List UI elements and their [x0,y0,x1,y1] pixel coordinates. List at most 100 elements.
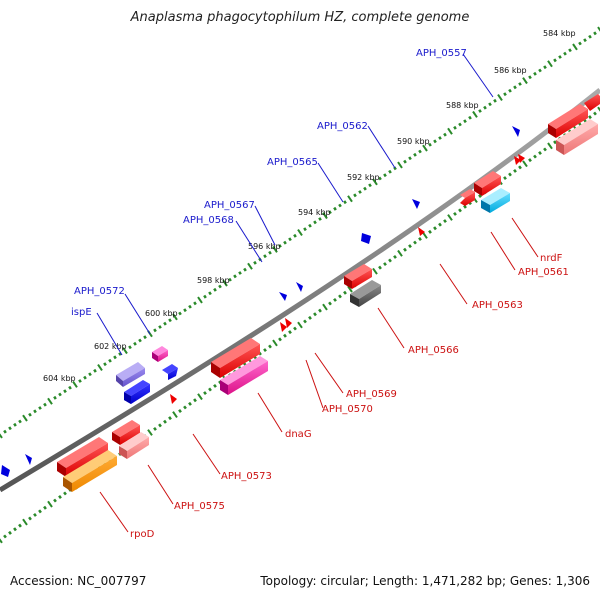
scale-tick [588,34,592,39]
gene-marker[interactable] [25,454,32,465]
scale-tick [508,88,512,93]
gene-block-small-magenta[interactable] [152,346,168,362]
scale-tick [333,297,337,302]
gene-marker[interactable] [518,154,525,163]
gene-label[interactable]: APH_0563 [472,300,523,311]
gene-marker[interactable] [514,156,521,165]
scale-tick [447,127,453,135]
scale-tick [293,326,297,331]
scale-tick [403,247,407,252]
scale-tick [138,338,142,343]
gene-block-right-red-2[interactable] [584,94,600,111]
scale-tick [188,304,192,309]
gene-label[interactable]: APH_0573 [221,471,272,482]
scale-tick [547,60,553,68]
scale-tick [53,395,57,400]
scale-tick [303,319,307,324]
scale-tick [443,219,447,224]
gene-block-nrdF-upper[interactable] [460,189,475,206]
gene-label[interactable]: APH_0557 [416,48,467,59]
scale-tick [297,229,303,236]
gene-marker[interactable] [280,322,287,332]
gene-label[interactable]: ispE [71,307,92,318]
scale-tick [3,429,7,434]
gene-marker[interactable] [512,126,520,137]
gene-label[interactable]: APH_0572 [74,286,125,297]
scale-tick [197,393,203,401]
gene-label[interactable]: dnaG [285,429,312,440]
gene-block-right-red[interactable] [548,104,588,138]
scale-tick [188,401,192,406]
gene-block-APH-0572[interactable] [124,380,150,404]
gene-block-APH-0575-upper[interactable] [57,437,108,477]
gene-block-APH-0573-upper[interactable] [112,420,140,445]
gene-block-rpoD[interactable] [63,450,117,492]
gene-label[interactable]: APH_0569 [346,389,397,400]
gene-block-APH-0573[interactable] [119,432,149,459]
gene-label[interactable]: APH_0567 [204,200,255,211]
scale-tick [68,385,72,390]
scale-tick [53,498,57,503]
scale-tick [147,429,153,436]
scale-tick [458,122,462,127]
scale-tick [538,151,542,155]
scale-tick [463,204,467,209]
gene-label[interactable]: APH_0565 [267,157,318,168]
gene-label[interactable]: APH_0561 [518,267,569,278]
gene-marker[interactable] [412,199,420,209]
gene-marker[interactable] [296,282,303,292]
gene-marker[interactable] [361,233,371,244]
scale-tick [193,398,197,403]
scale-tick [522,160,528,168]
gene-marker[interactable] [418,227,425,236]
scale-tick [158,325,162,329]
scale-tick [397,161,403,169]
scale-tick [288,330,292,335]
scale-tick [468,115,472,120]
gene-label[interactable]: APH_0562 [317,121,368,132]
gene-label[interactable]: APH_0566 [408,345,459,356]
scale-tick [0,433,3,439]
gene-marker[interactable] [285,318,292,328]
scale-tick [222,279,228,287]
gene-marker[interactable] [279,292,287,301]
gene-block-dnaG-upper[interactable] [211,338,260,378]
gene-block-ispE[interactable] [116,362,145,387]
scale-tick [208,291,212,296]
gene-label[interactable]: APH_0570 [322,404,373,415]
gene-block-dnaG[interactable] [220,356,268,395]
gene-block-nrdF[interactable] [481,188,510,213]
scale-tick [208,387,212,392]
scale-tick [533,154,537,159]
scale-tick [268,344,272,349]
gene-block-small-blue[interactable] [162,364,178,380]
scale-tick [118,352,122,356]
scale-tick [78,379,82,383]
gene-block-right-pink[interactable] [556,119,598,155]
scale-tick [518,82,522,86]
map-title: Anaplasma phagocytophilum HZ, complete g… [130,10,470,25]
scale-label: 602 kbp [94,342,127,351]
scale-tick [283,240,287,245]
gene-label[interactable]: APH_0575 [174,501,225,512]
gene-label[interactable]: nrdF [540,253,563,264]
gene-marker[interactable] [170,394,177,404]
scale-tick [272,245,278,253]
scale-tick [593,31,597,36]
scale-tick [297,321,303,329]
scale-tick [372,178,378,186]
gene-block-APH-0561-upper[interactable] [474,171,501,196]
scale-tick [293,233,297,238]
scale-tick [322,303,328,311]
gene-label[interactable]: APH_0568 [183,215,234,226]
scale-tick [522,77,528,85]
scale-tick [172,411,178,418]
scale-tick [228,277,232,282]
gene-marker[interactable] [1,465,10,477]
gene-block-APH-0566-upper[interactable] [344,264,372,289]
gene-block-APH-0566[interactable] [350,280,381,307]
scale-tick [538,68,542,73]
gene-label[interactable]: rpoD [130,529,155,540]
scale-tick [343,200,347,205]
